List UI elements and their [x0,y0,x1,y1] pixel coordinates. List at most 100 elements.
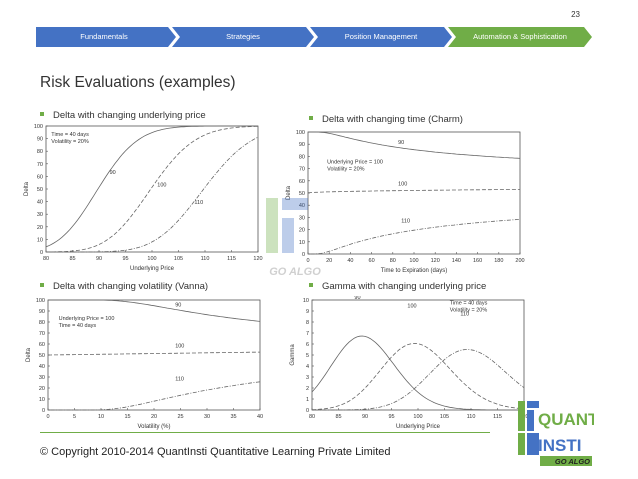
y-tick-label: 30 [37,212,43,218]
legend-text: Underlying Price = 100 [327,160,383,166]
bullet-square-icon [309,283,313,288]
nav-item-strategies[interactable]: Strategies [226,32,260,41]
bullet-gamma-price: Gamma with changing underlying price [309,281,486,292]
bullet-square-icon [309,116,313,121]
chart-delta-vol: 0 5 10 15 20 25 30 35 40 0 10 20 30 40 50 60 70 80 90 100 Vo… [24,296,266,432]
x-tick-label: 20 [326,258,332,264]
x-tick-label: 30 [204,414,210,420]
nav-item-automation[interactable]: Automation & Sophistication [473,32,567,41]
curve-label-90: 90 [110,170,116,176]
x-tick-label: 90 [362,414,368,420]
x-tick-label: 35 [230,414,236,420]
curve-label-110: 110 [401,218,410,224]
y-tick-label: 60 [299,179,305,185]
legend-text: Volatility = 20% [327,167,365,173]
y-tick-label: 80 [37,149,43,155]
plot-frame [307,131,521,255]
x-axis-label: Underlying Price [396,424,441,430]
bullet-text: Gamma with changing underlying price [322,281,487,292]
legend-text: Volatility = 20% [450,307,488,313]
y-tick-label: 6 [306,342,309,348]
y-tick-label: 20 [299,228,305,234]
chart-delta-price: 80 85 90 95 100 105 110 115 120 0 10 20 30 40 50 60 70 80… [22,122,264,274]
y-tick-label: 50 [299,191,305,197]
series-curve-90 [48,299,261,322]
x-tick-label: 15 [124,414,130,420]
y-tick-label: 3 [306,375,309,381]
y-tick-label: 70 [37,162,43,168]
legend-text: Time = 40 days [51,132,89,138]
legend-text: Volatility = 20% [51,139,89,145]
y-tick-label: 0 [42,408,45,414]
series-curve-110 [308,218,521,255]
watermark-logo-icon: GO ALGO [266,198,321,278]
x-tick-label: 115 [493,414,502,420]
y-tick-label: 80 [39,320,45,326]
x-tick-label: 105 [440,414,449,420]
y-tick-label: 10 [303,298,309,304]
x-tick-label: 110 [201,256,210,262]
bullet-square-icon [40,112,44,117]
chart-svg: 0 5 10 15 20 25 30 35 40 0 10 20 30 40 50 60 70 80 90 100 Vo… [26,298,263,430]
logo-line1: QUANT [538,410,594,429]
y-tick-label: 40 [37,200,43,206]
chart-svg: 80 85 90 95 100 105 110 115 120 0 10 20 30 40 50 60 70 80… [24,124,263,272]
footer-divider [40,432,490,433]
legend-text: Time = 40 days [59,323,97,329]
y-tick-label: 70 [39,331,45,337]
bullet-delta-time: Delta with changing time (Charm) [309,114,463,125]
x-tick-label: 200 [515,258,524,264]
slide-title: Risk Evaluations (examples) [40,74,236,91]
nav-item-position-management[interactable]: Position Management [344,32,418,41]
plot-frame [311,299,525,411]
series-curve-90 [311,335,524,411]
series-curve-100 [48,351,260,356]
x-tick-label: 95 [122,256,128,262]
curve-label-110: 110 [175,376,184,382]
y-tick-label: 10 [37,237,43,243]
y-axis-label: Gamma [290,344,296,366]
nav-chevron-automation [448,27,592,47]
y-tick-label: 70 [299,167,305,173]
curve-label-100: 100 [157,182,166,188]
y-tick-label: 0 [40,250,43,256]
x-tick-label: 10 [98,414,104,420]
x-tick-label: 0 [46,414,49,420]
y-tick-label: 1 [306,397,309,403]
x-tick-label: 80 [43,256,49,262]
series-curve-110 [312,349,525,411]
nav-chevron-fundamentals [36,27,176,47]
y-tick-label: 50 [37,187,43,193]
series-curve-110 [48,381,261,411]
logo-line2: INSTI [538,436,581,455]
y-tick-label: 7 [306,331,309,337]
curve-label-100: 100 [398,182,407,188]
y-tick-label: 100 [36,298,45,304]
series-curve-100 [311,342,525,411]
quantinsti-logo-icon: QUANT INSTI GO ALGO [518,401,594,466]
y-tick-label: 20 [39,386,45,392]
x-axis-label: Underlying Price [130,266,175,272]
curve-label-110: 110 [460,311,469,317]
x-tick-label: 100 [413,414,422,420]
section-nav: Fundamentals Strategies Position Managem… [36,27,592,47]
y-tick-label: 0 [302,252,305,258]
x-tick-label: 60 [369,258,375,264]
page-number: 23 [571,10,580,19]
y-tick-label: 60 [37,174,43,180]
x-tick-label: 80 [309,414,315,420]
y-tick-label: 40 [299,203,305,209]
x-tick-label: 25 [177,414,183,420]
y-tick-label: 100 [296,130,305,136]
y-tick-label: 30 [299,215,305,221]
nav-item-fundamentals[interactable]: Fundamentals [80,32,128,41]
bullet-text: Delta with changing underlying price [53,110,206,121]
x-tick-label: 85 [335,414,341,420]
legend-text: Time = 40 days [450,300,488,306]
x-tick-label: 160 [473,258,482,264]
logo-tagline: GO ALGO [555,457,590,466]
bullet-delta-price: Delta with changing underlying price [40,110,206,121]
y-tick-label: 80 [299,154,305,160]
y-tick-label: 60 [39,342,45,348]
x-tick-label: 40 [347,258,353,264]
